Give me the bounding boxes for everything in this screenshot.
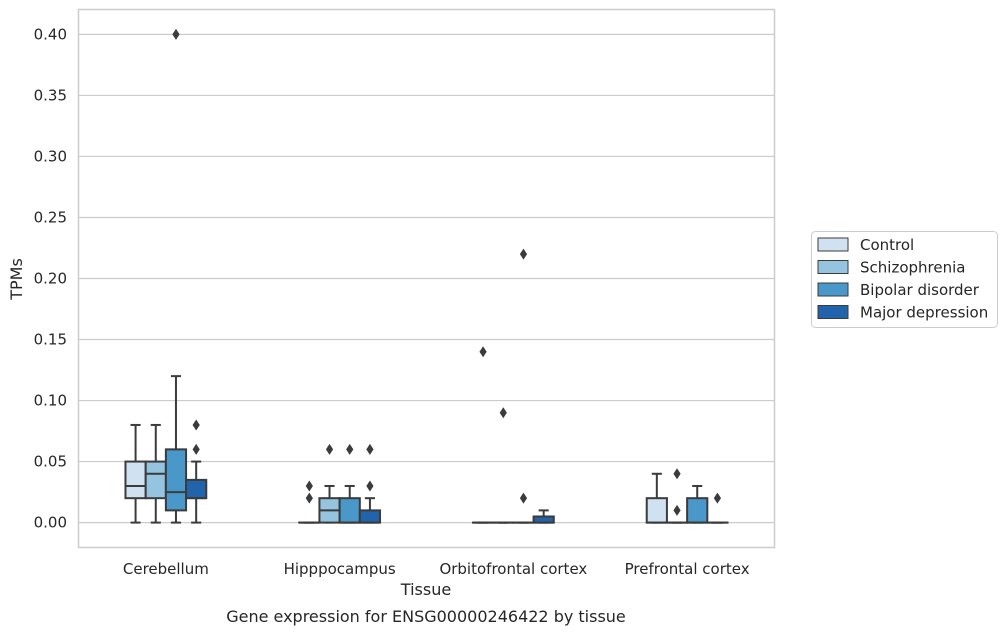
box-2-2 [512,248,535,524]
y-tick-label: 0.20 [34,270,67,288]
y-tick-label: 0.10 [34,392,67,410]
legend-swatch [817,282,849,297]
chart-caption: Gene expression for ENSG00000246422 by t… [226,607,626,626]
box-1-2 [338,443,361,524]
x-tick-label: Orbitofrontal cortex [439,560,587,578]
box-2-1 [492,407,515,524]
y-tick-label: 0.00 [34,514,67,532]
legend-item: Major depression [817,304,988,322]
box-2-3 [532,509,555,524]
legend-swatch [817,260,849,274]
outlier-marker [305,492,313,504]
legend: Control Schizophrenia Bipolar disorder Majo… [811,231,998,328]
y-tick-label: 0.05 [34,453,67,471]
box-0-1 [144,423,167,524]
outlier-marker [305,480,313,492]
outlier-marker [172,28,180,40]
box-body [358,509,382,524]
box-body [686,497,709,524]
box-0-3 [185,419,208,524]
box-series [124,28,729,524]
y-tick-label: 0.15 [34,331,67,349]
y-tick-label: 0.40 [34,25,67,43]
box-3-2 [686,484,709,524]
outlier-marker [346,443,354,455]
y-tick-label: 0.35 [34,86,67,104]
box-body [144,460,167,500]
outlier-marker [192,443,200,455]
outlier-marker [519,248,528,260]
legend-swatch [817,305,849,319]
box-2-0 [471,346,495,524]
box-body [338,497,361,524]
box-body [185,478,208,500]
legend-label: Control [860,236,914,254]
x-tick-label: Cerebellum [123,560,209,578]
box-3-3 [706,492,729,524]
outlier-marker [366,480,374,492]
y-tick-label: 0.25 [34,208,67,226]
plot-frame [77,8,776,549]
box-body [124,460,147,500]
box-3-0 [645,472,668,524]
legend-frame [811,231,998,328]
outlier-marker [519,492,528,504]
y-tick-label: 0.30 [34,147,67,165]
outlier-marker [673,504,681,516]
x-tick-label: Prefrontal cortex [625,560,750,578]
legend-item: Bipolar disorder [817,281,980,299]
y-axis-label: TPMs [7,258,26,301]
y-tick-labels: 0.00 0.05 0.10 0.15 0.20 0.25 0.30 0.35 0.40 [34,25,67,531]
legend-item: Control [817,236,914,254]
outlier-marker [325,443,334,455]
outlier-marker [673,468,681,480]
box-3-1 [665,468,689,524]
box-body [164,448,188,512]
legend-label: Schizophrenia [860,259,965,277]
box-1-1 [318,443,341,524]
outlier-marker [366,443,374,455]
legend-label: Bipolar disorder [860,281,980,299]
box-1-3 [358,443,382,524]
box-0-0 [124,423,147,524]
box-1-0 [298,480,321,524]
legend-label: Major depression [860,304,988,322]
legend-item: Schizophrenia [817,259,965,277]
outlier-marker [192,419,200,431]
box-body [645,497,668,524]
x-tick-labels: Cerebellum Hipppocampus Orbitofrontal cort… [123,560,750,578]
outlier-marker [713,492,722,504]
legend-swatch [817,237,849,252]
x-tick-label: Hipppocampus [284,560,396,578]
outlier-marker [499,407,507,419]
box-0-2 [164,28,188,524]
outlier-marker [479,346,487,358]
x-axis-label: Tissue [400,580,451,599]
